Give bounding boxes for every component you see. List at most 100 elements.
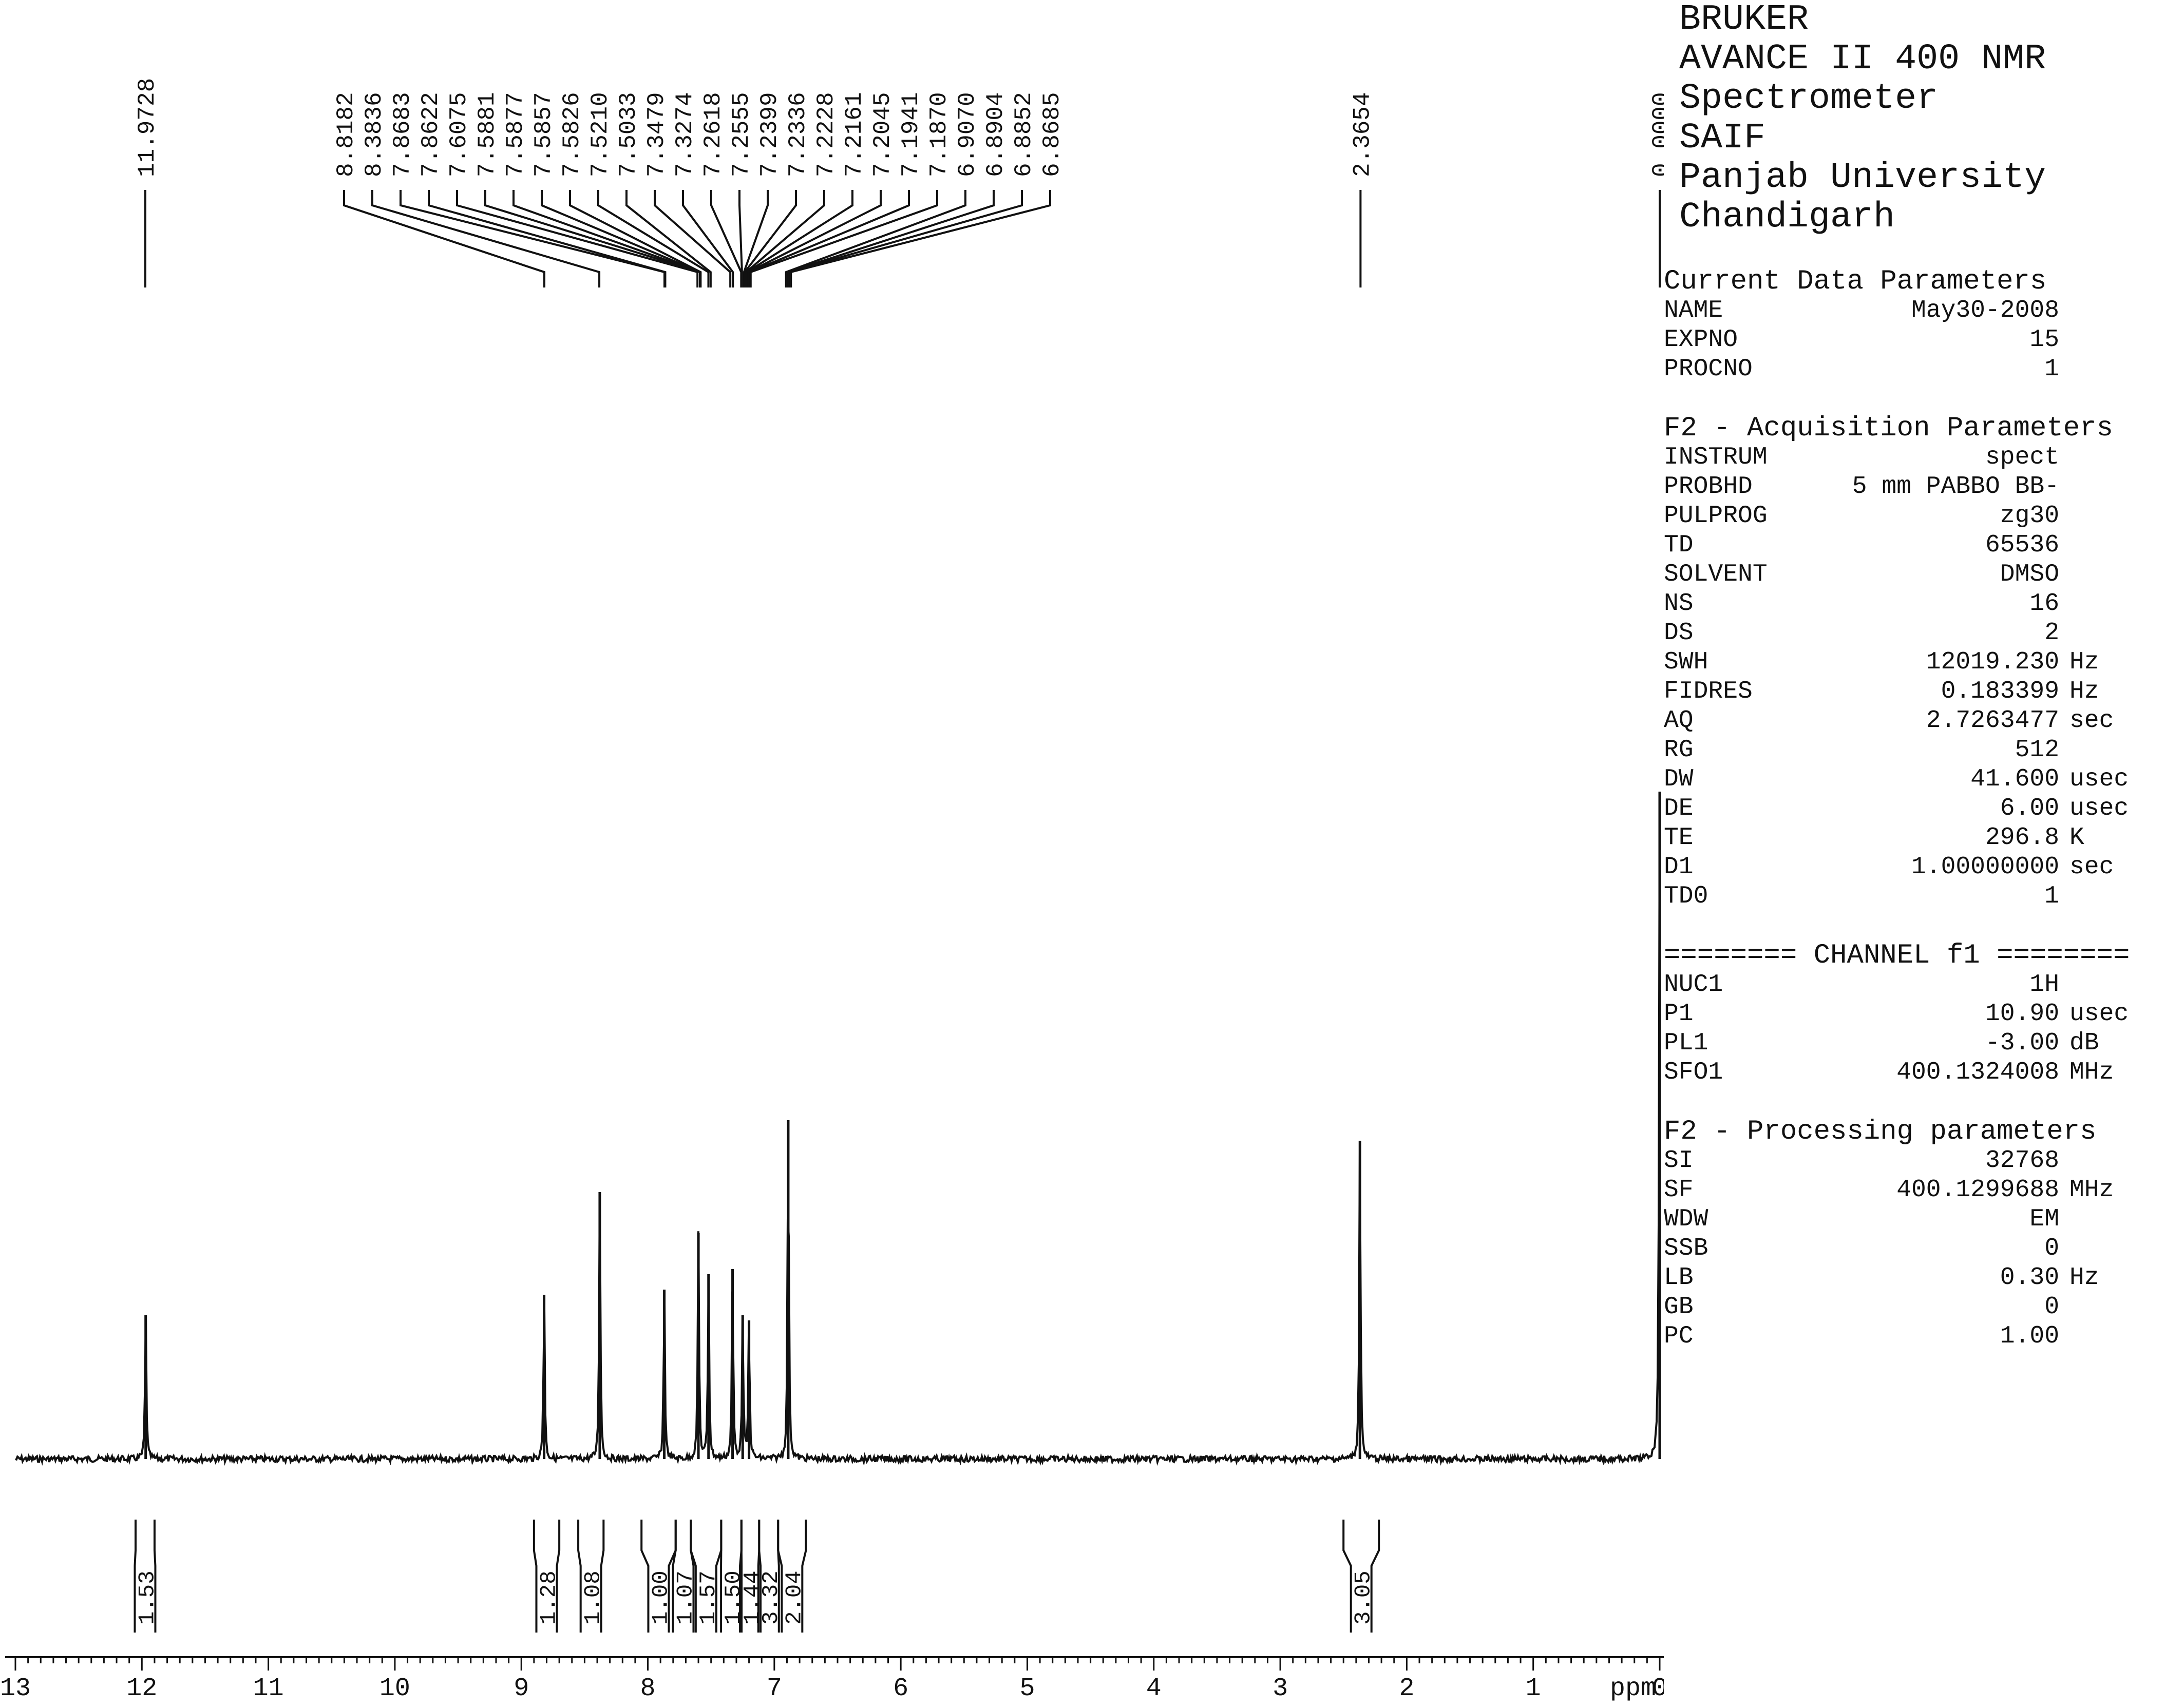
peak-label-leader [682, 190, 734, 287]
parameter-row: P1 10.90 usec [1664, 1000, 2157, 1029]
integral-bracket [153, 1520, 157, 1633]
processing-parameters: F2 - Processing parameters SI 32768 SF 400.… [1664, 1117, 2157, 1351]
peak-label: 7.5877 [502, 92, 529, 177]
parameter-unit: K [2069, 824, 2084, 852]
integral-value: 1.07 [673, 1570, 699, 1625]
peak-label: 0.0000 [1648, 92, 1664, 177]
peak-label: 7.2045 [869, 92, 896, 177]
integral-bracket [577, 1520, 582, 1633]
parameter-unit [2059, 443, 2147, 472]
integral-bracket [690, 1520, 697, 1633]
integral-value: 1.57 [696, 1570, 721, 1625]
integral-bracket [672, 1520, 677, 1633]
integral-bracket [801, 1520, 807, 1633]
parameter-name: PC [1664, 1322, 1694, 1350]
parameter-name: INSTRUM [1664, 444, 1768, 471]
parameter-value: DMSO [2000, 561, 2059, 588]
parameter-row: PROBHD 5 mm PABBO BB- [1664, 472, 2157, 502]
spectrometer-header: BRUKER AVANCE II 400 NMR Spectrometer SA… [1679, 0, 2046, 237]
parameter-value: 1 [2044, 355, 2059, 383]
parameter-unit [2059, 1205, 2147, 1234]
parameter-name: NS [1664, 590, 1694, 618]
integral-bracket [757, 1520, 761, 1633]
parameter-name: TD0 [1664, 882, 1708, 910]
parameter-row: LB 0.30 Hz [1664, 1263, 2157, 1293]
integral-value: 1.53 [135, 1570, 160, 1625]
peak-label-leader [428, 190, 667, 287]
parameter-row: NUC1 1H [1664, 970, 2157, 1000]
tick-label: 1 [1526, 1674, 1541, 1703]
peak-label: 7.5210 [587, 92, 614, 177]
parameter-row: NS 16 [1664, 589, 2157, 619]
parameter-row: SFO1 400.1324008 MHz [1664, 1058, 2157, 1087]
header-line: AVANCE II 400 NMR [1679, 39, 2046, 80]
tick-label: 0 [1652, 1674, 1664, 1703]
parameter-row: SWH 12019.230 Hz [1664, 648, 2157, 677]
peak-label: 7.1941 [898, 92, 924, 177]
parameter-row: TE 296.8 K [1664, 823, 2157, 853]
acquisition-parameters: F2 - Acquisition Parameters INSTRUM spect… [1664, 414, 2157, 911]
parameter-value: 12019.230 [1926, 648, 2059, 676]
peak-label-leader [597, 190, 710, 287]
peak-label: 7.5881 [474, 92, 501, 177]
parameter-unit [2059, 472, 2147, 502]
parameter-value: -3.00 [1985, 1029, 2059, 1057]
parameter-name: WDW [1664, 1205, 1708, 1233]
parameter-unit: Hz [2069, 678, 2099, 705]
parameter-value: 0.183399 [1941, 678, 2059, 705]
parameter-name: SF [1664, 1176, 1694, 1204]
parameter-value: 41.600 [1970, 765, 2059, 793]
parameter-row: PC 1.00 [1664, 1322, 2157, 1351]
peak-label: 7.2618 [700, 92, 727, 177]
channel-f1-parameters: ======== CHANNEL f1 ======== NUC1 1H P1 10.… [1664, 941, 2157, 1087]
parameter-name: DW [1664, 765, 1694, 793]
peak-label-leader [456, 190, 699, 287]
parameter-name: NAME [1664, 297, 1723, 324]
peak-label-leader [785, 190, 966, 287]
parameter-row: INSTRUM spect [1664, 443, 2157, 472]
parameter-value: 2 [2044, 619, 2059, 647]
tick-label: 2 [1399, 1674, 1414, 1703]
peak-label-leader [746, 190, 853, 287]
integral-bracket [533, 1520, 538, 1633]
parameter-unit: MHz [2069, 1176, 2114, 1204]
tick-label: 11 [253, 1674, 284, 1703]
peak-label: 6.8685 [1039, 92, 1066, 177]
tick-label: 8 [640, 1674, 656, 1703]
parameter-name: PULPROG [1664, 502, 1768, 530]
nmr-spectrum-chart: 11.9728 8.8182 8.3836 7.8683 7.8622 7.6075 7.5… [0, 78, 1664, 1703]
peak-label: 7.2555 [728, 92, 755, 177]
peak-label: 7.1870 [926, 92, 953, 177]
parameter-row: DW 41.600 usec [1664, 765, 2157, 794]
parameter-value: 0 [2044, 1293, 2059, 1321]
header-line: SAIF [1679, 118, 1766, 159]
header-line: Spectrometer [1679, 79, 1939, 119]
spectrum-layer [15, 792, 1661, 1466]
peak-label-leader [343, 190, 546, 287]
parameter-value: 10.90 [1985, 1000, 2059, 1028]
parameter-unit [2059, 502, 2147, 531]
parameter-name: SOLVENT [1664, 561, 1768, 588]
integral-bracket [739, 1520, 743, 1633]
integral-bracket [556, 1520, 561, 1633]
parameter-value: 0 [2044, 1235, 2059, 1262]
parameter-name: NUC1 [1664, 971, 1723, 999]
block-title: F2 - Acquisition Parameters [1664, 413, 2113, 444]
tick-label: 7 [767, 1674, 782, 1703]
header-line: Chandigarh [1679, 197, 1895, 238]
peak-label: 7.2161 [841, 92, 868, 177]
parameter-name: DS [1664, 619, 1694, 647]
parameter-unit [2059, 560, 2147, 589]
peak-label-leader [625, 190, 712, 287]
parameter-unit [2059, 355, 2147, 384]
integral-value: 1.00 [648, 1570, 674, 1625]
parameter-unit: usec [2069, 765, 2129, 793]
tick-label: 10 [379, 1674, 410, 1703]
x-axis: 13 12 11 10 9 8 7 6 5 4 3 2 1 0 [0, 1656, 1664, 1703]
parameter-unit [2059, 882, 2147, 911]
parameter-value: May30-2008 [1911, 297, 2059, 324]
parameter-row: NAME May30-2008 [1664, 296, 2157, 325]
parameter-name: PROBHD [1664, 473, 1753, 501]
parameter-value: 2.7263477 [1926, 707, 2059, 735]
parameter-unit: usec [2069, 1000, 2129, 1028]
